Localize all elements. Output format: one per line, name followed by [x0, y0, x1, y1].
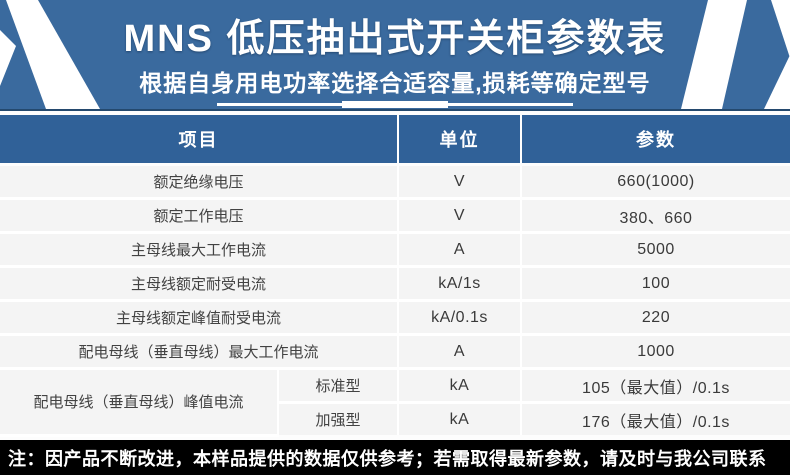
item-cell: 额定工作电压: [0, 198, 398, 234]
col-header-value: 参数: [520, 115, 790, 166]
unit-cell: kA: [397, 368, 521, 404]
variant-type-cell: 标准型: [277, 368, 398, 404]
value-cell: 176（最大值）/0.1s: [520, 402, 790, 435]
item-cell: 主母线额定耐受电流: [0, 266, 398, 302]
parameters-table: 项目 单位 参数 额定绝缘电压 V 660(1000) 额定工作电压 V 380…: [0, 115, 790, 437]
value-cell: 5000: [520, 232, 790, 268]
title-underline-center: [342, 101, 448, 108]
item-cell: 主母线最大工作电流: [0, 232, 398, 268]
table-header-row: 项目 单位 参数: [0, 115, 790, 166]
unit-cell: kA: [397, 402, 521, 435]
table-row: 主母线额定峰值耐受电流 kA/0.1s 220: [0, 300, 790, 336]
table-row: 主母线额定耐受电流 kA/1s 100: [0, 266, 790, 302]
table-area: 项目 单位 参数 额定绝缘电压 V 660(1000) 额定工作电压 V 380…: [0, 111, 790, 440]
item-cell: 配电母线（垂直母线）最大工作电流: [0, 334, 398, 370]
unit-cell: kA/1s: [397, 266, 521, 302]
item-cell: 额定绝缘电压: [0, 164, 398, 200]
unit-cell: A: [397, 334, 521, 370]
value-cell: 1000: [520, 334, 790, 370]
unit-cell: A: [397, 232, 521, 268]
unit-cell: V: [397, 164, 521, 200]
unit-cell: kA/0.1s: [397, 300, 521, 336]
value-cell: 380、660: [520, 198, 790, 234]
table-row-grouped: 配电母线（垂直母线）峰值电流 标准型 kA 105（最大值）/0.1s: [0, 368, 790, 437]
item-cell: 主母线额定峰值耐受电流: [0, 300, 398, 336]
table-row: 主母线最大工作电流 A 5000: [0, 232, 790, 268]
col-header-unit: 单位: [397, 115, 521, 166]
banner: MNS 低压抽出式开关柜参数表 根据自身用电功率选择合适容量,损耗等确定型号: [0, 0, 790, 111]
value-cell: 660(1000): [520, 164, 790, 200]
table-row-grouped: 加强型 kA 176（最大值）/0.1s: [0, 402, 790, 435]
unit-cell: V: [397, 198, 521, 234]
title-underline: [217, 101, 573, 108]
footer-note: 注：因产品不断改进，本样品提供的数据仅供参考；若需取得最新参数，请及时与我公司联…: [0, 440, 790, 475]
col-header-item: 项目: [0, 115, 398, 166]
value-cell: 105（最大值）/0.1s: [520, 368, 790, 404]
page-title: MNS 低压抽出式开关柜参数表: [123, 18, 667, 60]
table-row: 配电母线（垂直母线）最大工作电流 A 1000: [0, 334, 790, 370]
table-row: 额定工作电压 V 380、660: [0, 198, 790, 234]
page-subtitle: 根据自身用电功率选择合适容量,损耗等确定型号: [139, 70, 651, 96]
group-item-cell: 配电母线（垂直母线）峰值电流: [0, 368, 278, 437]
value-cell: 100: [520, 266, 790, 302]
table-row: 额定绝缘电压 V 660(1000): [0, 164, 790, 200]
variant-type-cell: 加强型: [277, 402, 398, 435]
value-cell: 220: [520, 300, 790, 336]
